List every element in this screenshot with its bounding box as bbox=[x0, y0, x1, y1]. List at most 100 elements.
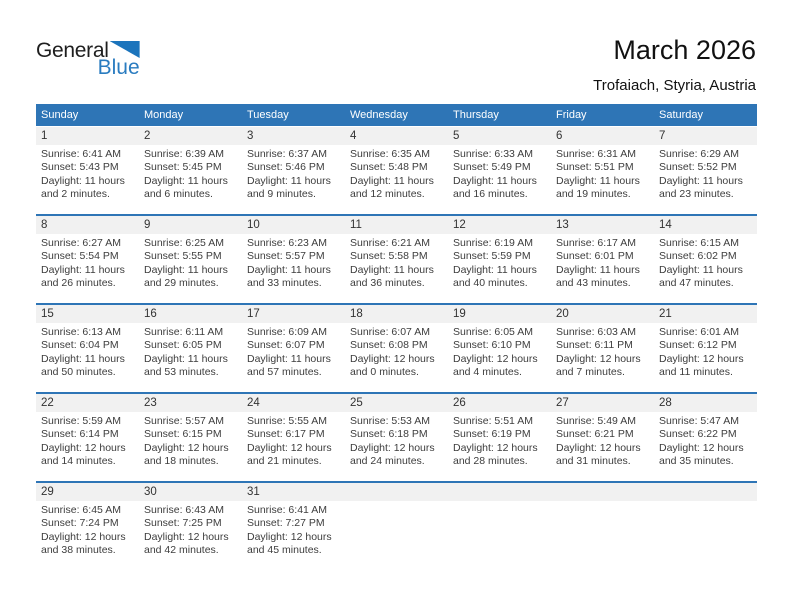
day-number: 3 bbox=[247, 130, 254, 142]
sunrise-line: Sunrise: 5:53 AM bbox=[350, 415, 430, 427]
sunset-line: Sunset: 6:15 PM bbox=[144, 428, 222, 441]
day-number: 22 bbox=[41, 397, 54, 409]
day-number: 15 bbox=[41, 308, 54, 320]
day-number-strip: 8 9 10 11 12 13 14 bbox=[36, 216, 757, 234]
day-cell: Sunrise: 6:35 AM Sunset: 5:48 PM Daylight:… bbox=[345, 145, 448, 214]
daylight-minutes-line: and 16 minutes. bbox=[453, 188, 528, 201]
daylight-hours-line: Daylight: 11 hours bbox=[350, 174, 434, 187]
sunrise-line: Sunrise: 6:09 AM bbox=[247, 326, 327, 338]
daylight-hours-line: Daylight: 12 hours bbox=[350, 441, 435, 454]
daylight-hours-line: Daylight: 11 hours bbox=[144, 174, 228, 187]
daylight-minutes-line: and 23 minutes. bbox=[659, 188, 734, 201]
sunrise-line: Sunrise: 6:13 AM bbox=[41, 326, 121, 338]
sunset-line: Sunset: 5:48 PM bbox=[350, 161, 428, 174]
day-number-strip: 1 2 3 4 5 6 7 bbox=[36, 127, 757, 145]
day-number: 11 bbox=[350, 219, 362, 231]
calendar-week-row: 8 9 10 11 12 13 14 Sunrise: 6:27 AM Sunset: 5:54… bbox=[36, 214, 757, 303]
sunrise-line: Sunrise: 6:29 AM bbox=[659, 148, 739, 160]
day-cell: Sunrise: 6:43 AM Sunset: 7:25 PM Daylight:… bbox=[139, 501, 242, 570]
daylight-minutes-line: and 53 minutes. bbox=[144, 366, 219, 379]
daylight-minutes-line: and 14 minutes. bbox=[41, 455, 116, 468]
empty-day-number bbox=[345, 483, 448, 502]
sunrise-line: Sunrise: 5:57 AM bbox=[144, 415, 224, 427]
empty-day-cell bbox=[345, 501, 448, 570]
sunset-line: Sunset: 6:19 PM bbox=[453, 428, 531, 441]
sunrise-line: Sunrise: 6:21 AM bbox=[350, 237, 430, 249]
sunset-line: Sunset: 5:54 PM bbox=[41, 250, 119, 263]
day-number: 12 bbox=[453, 219, 466, 231]
sunrise-line: Sunrise: 6:39 AM bbox=[144, 148, 224, 160]
daylight-minutes-line: and 57 minutes. bbox=[247, 366, 322, 379]
daylight-minutes-line: and 24 minutes. bbox=[350, 455, 425, 468]
daylight-minutes-line: and 18 minutes. bbox=[144, 455, 219, 468]
weekday-header-saturday: Saturday bbox=[659, 109, 704, 121]
daylight-hours-line: Daylight: 11 hours bbox=[144, 352, 228, 365]
day-cell: Sunrise: 5:47 AM Sunset: 6:22 PM Daylight:… bbox=[654, 412, 757, 481]
location-subtitle: Trofaiach, Styria, Austria bbox=[593, 77, 756, 94]
day-number: 1 bbox=[41, 130, 48, 142]
sunrise-line: Sunrise: 6:35 AM bbox=[350, 148, 430, 160]
day-cell: Sunrise: 6:09 AM Sunset: 6:07 PM Daylight:… bbox=[242, 323, 345, 392]
sunset-line: Sunset: 6:21 PM bbox=[556, 428, 634, 441]
day-cell: Sunrise: 5:51 AM Sunset: 6:19 PM Daylight:… bbox=[448, 412, 551, 481]
calendar-grid: 1 2 3 4 5 6 7 Sunrise: 6:41 AM Sunset: 5:43 PM Da… bbox=[36, 127, 757, 570]
daylight-hours-line: Daylight: 11 hours bbox=[41, 263, 125, 276]
daylight-hours-line: Daylight: 11 hours bbox=[247, 352, 331, 365]
daylight-hours-line: Daylight: 12 hours bbox=[556, 352, 641, 365]
sunrise-line: Sunrise: 6:23 AM bbox=[247, 237, 327, 249]
day-cell: Sunrise: 6:19 AM Sunset: 5:59 PM Daylight:… bbox=[448, 234, 551, 303]
daylight-hours-line: Daylight: 12 hours bbox=[41, 441, 126, 454]
daylight-hours-line: Daylight: 11 hours bbox=[144, 263, 228, 276]
day-cell: Sunrise: 6:23 AM Sunset: 5:57 PM Daylight:… bbox=[242, 234, 345, 303]
daylight-hours-line: Daylight: 11 hours bbox=[247, 263, 331, 276]
day-number-strip: 29 30 31 bbox=[36, 483, 757, 501]
sunrise-line: Sunrise: 6:37 AM bbox=[247, 148, 327, 160]
daylight-minutes-line: and 43 minutes. bbox=[556, 277, 631, 290]
sunset-line: Sunset: 6:10 PM bbox=[453, 339, 531, 352]
day-cell: Sunrise: 6:03 AM Sunset: 6:11 PM Daylight:… bbox=[551, 323, 654, 392]
day-cell: Sunrise: 6:17 AM Sunset: 6:01 PM Daylight:… bbox=[551, 234, 654, 303]
day-cell: Sunrise: 5:53 AM Sunset: 6:18 PM Daylight:… bbox=[345, 412, 448, 481]
daylight-minutes-line: and 2 minutes. bbox=[41, 188, 110, 201]
daylight-minutes-line: and 47 minutes. bbox=[659, 277, 734, 290]
sunset-line: Sunset: 6:11 PM bbox=[556, 339, 633, 352]
daylight-minutes-line: and 38 minutes. bbox=[41, 544, 116, 557]
day-number: 5 bbox=[453, 130, 460, 142]
empty-day-cell bbox=[551, 501, 654, 570]
day-number: 24 bbox=[247, 397, 260, 409]
sunset-line: Sunset: 6:02 PM bbox=[659, 250, 737, 263]
daylight-minutes-line: and 29 minutes. bbox=[144, 277, 219, 290]
day-cell: Sunrise: 6:05 AM Sunset: 6:10 PM Daylight:… bbox=[448, 323, 551, 392]
weekday-header-tuesday: Tuesday bbox=[247, 109, 289, 121]
day-number: 6 bbox=[556, 130, 563, 142]
daylight-hours-line: Daylight: 11 hours bbox=[247, 174, 331, 187]
daylight-hours-line: Daylight: 12 hours bbox=[41, 530, 126, 543]
empty-day-number bbox=[551, 483, 654, 502]
day-number: 29 bbox=[41, 486, 54, 498]
daylight-minutes-line: and 31 minutes. bbox=[556, 455, 631, 468]
daylight-hours-line: Daylight: 11 hours bbox=[556, 174, 640, 187]
daylight-minutes-line: and 28 minutes. bbox=[453, 455, 528, 468]
day-cell: Sunrise: 6:33 AM Sunset: 5:49 PM Daylight:… bbox=[448, 145, 551, 214]
sunrise-line: Sunrise: 5:47 AM bbox=[659, 415, 739, 427]
sunrise-line: Sunrise: 6:33 AM bbox=[453, 148, 533, 160]
daylight-minutes-line: and 0 minutes. bbox=[350, 366, 419, 379]
day-number: 13 bbox=[556, 219, 569, 231]
day-cell: Sunrise: 6:13 AM Sunset: 6:04 PM Daylight:… bbox=[36, 323, 139, 392]
daylight-hours-line: Daylight: 12 hours bbox=[556, 441, 641, 454]
day-number: 2 bbox=[144, 130, 151, 142]
day-number-strip: 15 16 17 18 19 20 21 bbox=[36, 305, 757, 323]
day-cell: Sunrise: 6:29 AM Sunset: 5:52 PM Daylight:… bbox=[654, 145, 757, 214]
day-number-strip: 22 23 24 25 26 27 28 bbox=[36, 394, 757, 412]
empty-day-number bbox=[448, 483, 551, 502]
sunrise-line: Sunrise: 6:27 AM bbox=[41, 237, 121, 249]
calendar-week-row: 15 16 17 18 19 20 21 Sunrise: 6:13 AM Sunset: 6:… bbox=[36, 303, 757, 392]
day-cell: Sunrise: 5:57 AM Sunset: 6:15 PM Daylight:… bbox=[139, 412, 242, 481]
day-cell: Sunrise: 6:01 AM Sunset: 6:12 PM Daylight:… bbox=[654, 323, 757, 392]
day-number: 16 bbox=[144, 308, 157, 320]
day-cell: Sunrise: 6:37 AM Sunset: 5:46 PM Daylight:… bbox=[242, 145, 345, 214]
weekday-header-sunday: Sunday bbox=[41, 109, 79, 121]
sunset-line: Sunset: 6:08 PM bbox=[350, 339, 428, 352]
sunrise-line: Sunrise: 6:03 AM bbox=[556, 326, 636, 338]
